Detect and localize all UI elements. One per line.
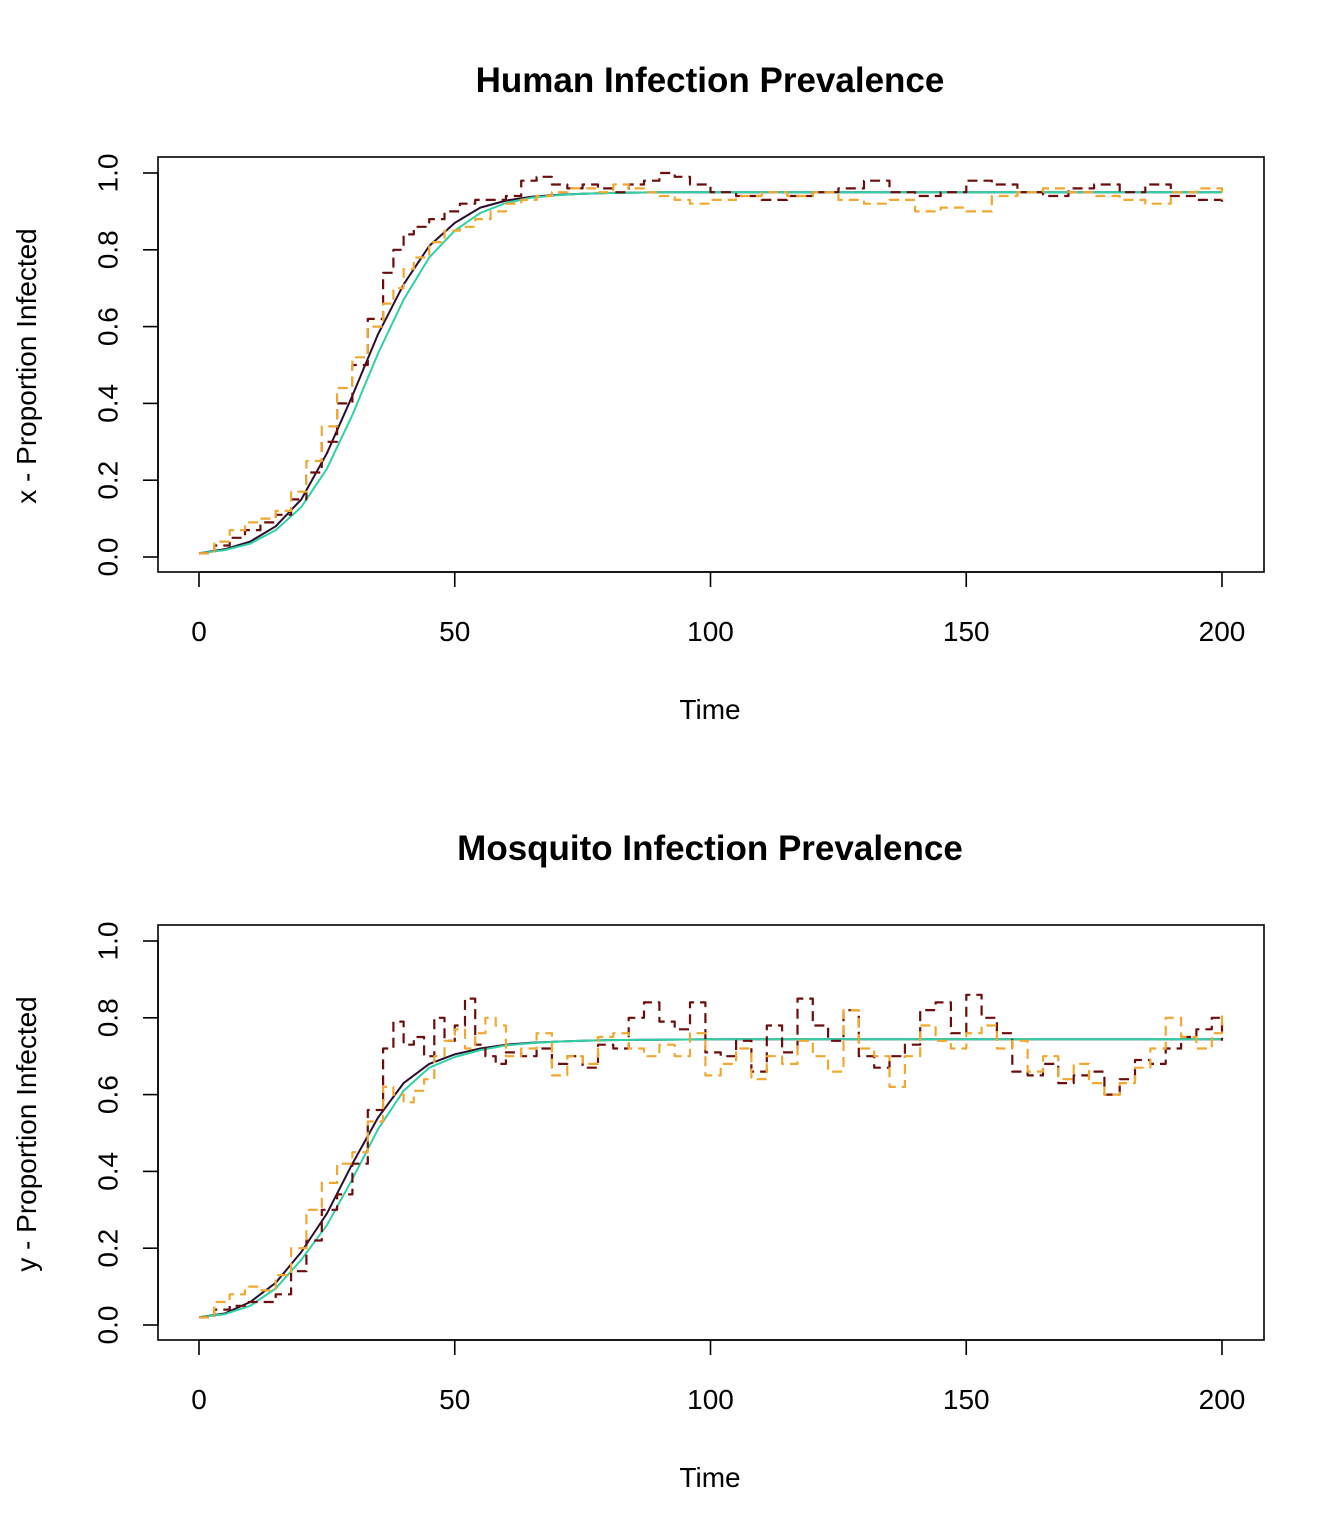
x-tick-label: 150 [943, 616, 990, 647]
x-tick-label: 50 [439, 1384, 470, 1415]
x-tick-label: 100 [687, 616, 734, 647]
series-line-1 [198, 1038, 1222, 1319]
x-tick-label: 50 [439, 616, 470, 647]
plot-frame [157, 156, 1265, 573]
y-axis-label: y - Proportion Infected [11, 996, 42, 1271]
plot-frame [157, 924, 1265, 1341]
x-tick-label: 200 [1199, 1384, 1246, 1415]
series-line-3 [199, 183, 1224, 555]
y-tick-label: 0.4 [92, 384, 123, 423]
series-line-2 [199, 993, 1224, 1319]
human-prevalence-panel: Human Infection Prevalence 0 50 100 150 200 … [11, 61, 1265, 725]
y-tick-label: 0.4 [92, 1152, 123, 1191]
y-axis: 0.0 0.2 0.4 0.6 0.8 1.0 [92, 154, 159, 577]
x-tick-label: 100 [687, 1384, 734, 1415]
y-tick-label: 0.6 [92, 307, 123, 346]
y-tick-label: 1.0 [92, 154, 123, 193]
x-tick-label: 0 [191, 1384, 207, 1415]
series-line-1 [198, 191, 1222, 555]
y-tick-label: 0.2 [92, 461, 123, 500]
y-tick-label: 0.0 [92, 1306, 123, 1345]
x-axis: 0 50 100 150 200 [191, 1339, 1246, 1415]
mosquito-prevalence-panel: Mosquito Infection Prevalence 0 50 100 150 2… [11, 829, 1265, 1493]
y-tick-label: 0.2 [92, 1229, 123, 1268]
y-axis-label: x - Proportion Infected [11, 228, 42, 503]
y-tick-label: 0.8 [92, 230, 123, 269]
y-tick-label: 0.0 [92, 538, 123, 577]
series-layer [198, 171, 1224, 555]
y-tick-label: 1.0 [92, 922, 123, 961]
x-axis: 0 50 100 150 200 [191, 571, 1246, 647]
y-tick-label: 0.6 [92, 1075, 123, 1114]
x-tick-label: 200 [1199, 616, 1246, 647]
series-line-0 [198, 191, 1222, 555]
series-layer [198, 993, 1224, 1319]
x-tick-label: 0 [191, 616, 207, 647]
series-line-3 [199, 1009, 1224, 1319]
x-axis-label: Time [679, 694, 740, 725]
y-tick-label: 0.8 [92, 998, 123, 1037]
y-axis: 0.0 0.2 0.4 0.6 0.8 1.0 [92, 922, 159, 1345]
x-tick-label: 150 [943, 1384, 990, 1415]
chart-title: Mosquito Infection Prevalence [457, 829, 963, 868]
chart-title: Human Infection Prevalence [476, 61, 945, 100]
x-axis-label: Time [679, 1462, 740, 1493]
